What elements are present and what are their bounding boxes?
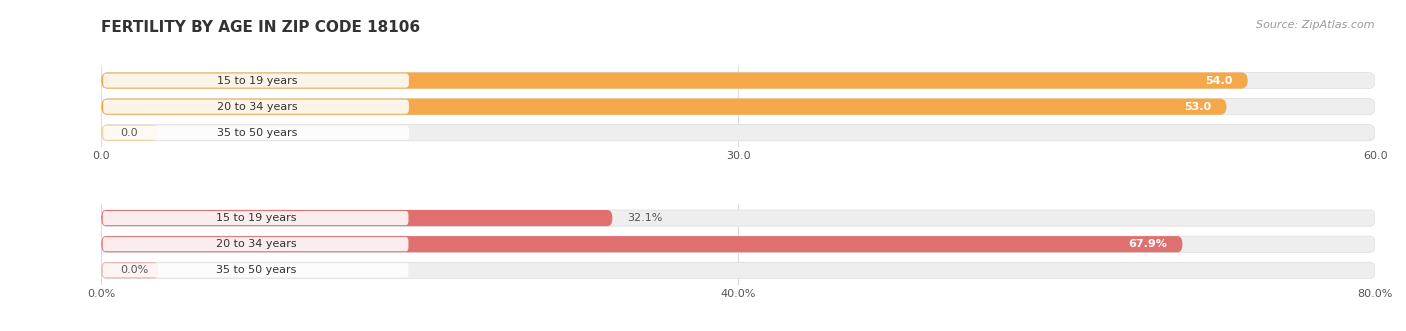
FancyBboxPatch shape xyxy=(101,236,1182,252)
FancyBboxPatch shape xyxy=(103,237,408,251)
Text: 15 to 19 years: 15 to 19 years xyxy=(217,75,298,85)
FancyBboxPatch shape xyxy=(103,263,408,277)
FancyBboxPatch shape xyxy=(103,73,409,88)
Text: 53.0: 53.0 xyxy=(1184,102,1211,112)
Text: 0.0%: 0.0% xyxy=(121,265,149,275)
Text: 20 to 34 years: 20 to 34 years xyxy=(217,239,297,249)
FancyBboxPatch shape xyxy=(101,262,1375,278)
FancyBboxPatch shape xyxy=(101,125,159,141)
Text: 35 to 50 years: 35 to 50 years xyxy=(217,128,298,138)
FancyBboxPatch shape xyxy=(101,236,1375,252)
Text: Source: ZipAtlas.com: Source: ZipAtlas.com xyxy=(1257,20,1375,30)
FancyBboxPatch shape xyxy=(101,99,1375,115)
FancyBboxPatch shape xyxy=(101,210,613,226)
Text: 67.9%: 67.9% xyxy=(1128,239,1167,249)
Text: 32.1%: 32.1% xyxy=(627,213,664,223)
FancyBboxPatch shape xyxy=(103,211,408,225)
FancyBboxPatch shape xyxy=(101,72,1247,89)
FancyBboxPatch shape xyxy=(101,262,159,278)
Text: 15 to 19 years: 15 to 19 years xyxy=(217,213,297,223)
FancyBboxPatch shape xyxy=(101,72,1375,89)
FancyBboxPatch shape xyxy=(101,99,1226,115)
FancyBboxPatch shape xyxy=(101,125,1375,141)
Text: 54.0: 54.0 xyxy=(1205,75,1233,85)
Text: 35 to 50 years: 35 to 50 years xyxy=(217,265,297,275)
Text: 20 to 34 years: 20 to 34 years xyxy=(217,102,298,112)
Text: FERTILITY BY AGE IN ZIP CODE 18106: FERTILITY BY AGE IN ZIP CODE 18106 xyxy=(101,20,420,35)
FancyBboxPatch shape xyxy=(101,210,1375,226)
Text: 0.0: 0.0 xyxy=(121,128,138,138)
FancyBboxPatch shape xyxy=(103,100,409,114)
FancyBboxPatch shape xyxy=(103,126,409,140)
